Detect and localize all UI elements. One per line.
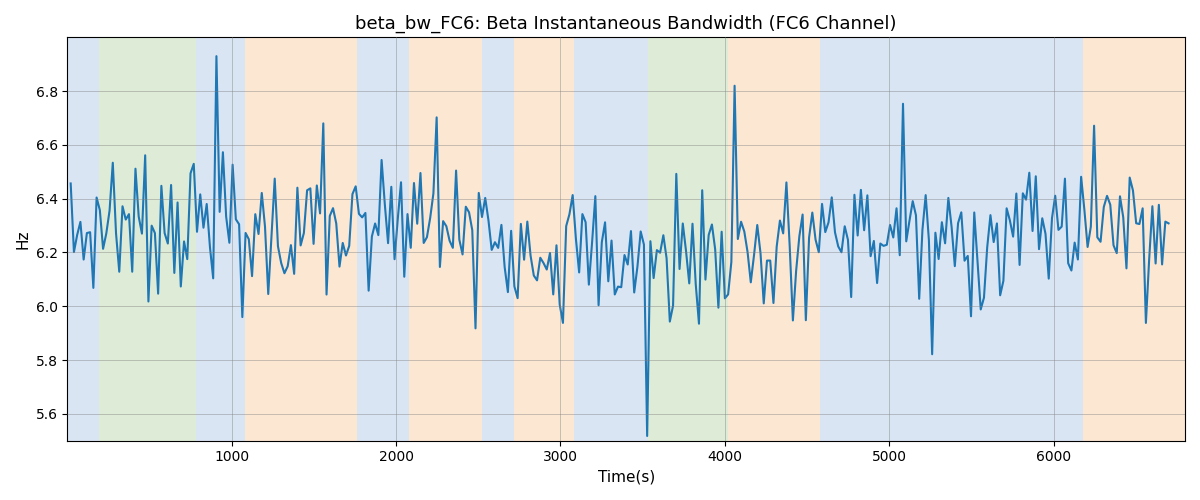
Bar (409, 38, 481, 440)
Bar (515, 38, 574, 440)
Bar (196, 38, 245, 440)
Y-axis label: Hz: Hz (16, 230, 30, 249)
Bar (1084, 38, 1186, 440)
Bar (67, 38, 98, 440)
Title: beta_bw_FC6: Beta Instantaneous Bandwidth (FC6 Channel): beta_bw_FC6: Beta Instantaneous Bandwidt… (355, 15, 896, 34)
Bar (820, 38, 1084, 440)
Bar (728, 38, 820, 440)
X-axis label: Time(s): Time(s) (598, 470, 655, 485)
Bar (648, 38, 728, 440)
Bar (356, 38, 409, 440)
Bar (98, 38, 196, 440)
Bar (481, 38, 515, 440)
Bar (245, 38, 356, 440)
Bar (574, 38, 648, 440)
